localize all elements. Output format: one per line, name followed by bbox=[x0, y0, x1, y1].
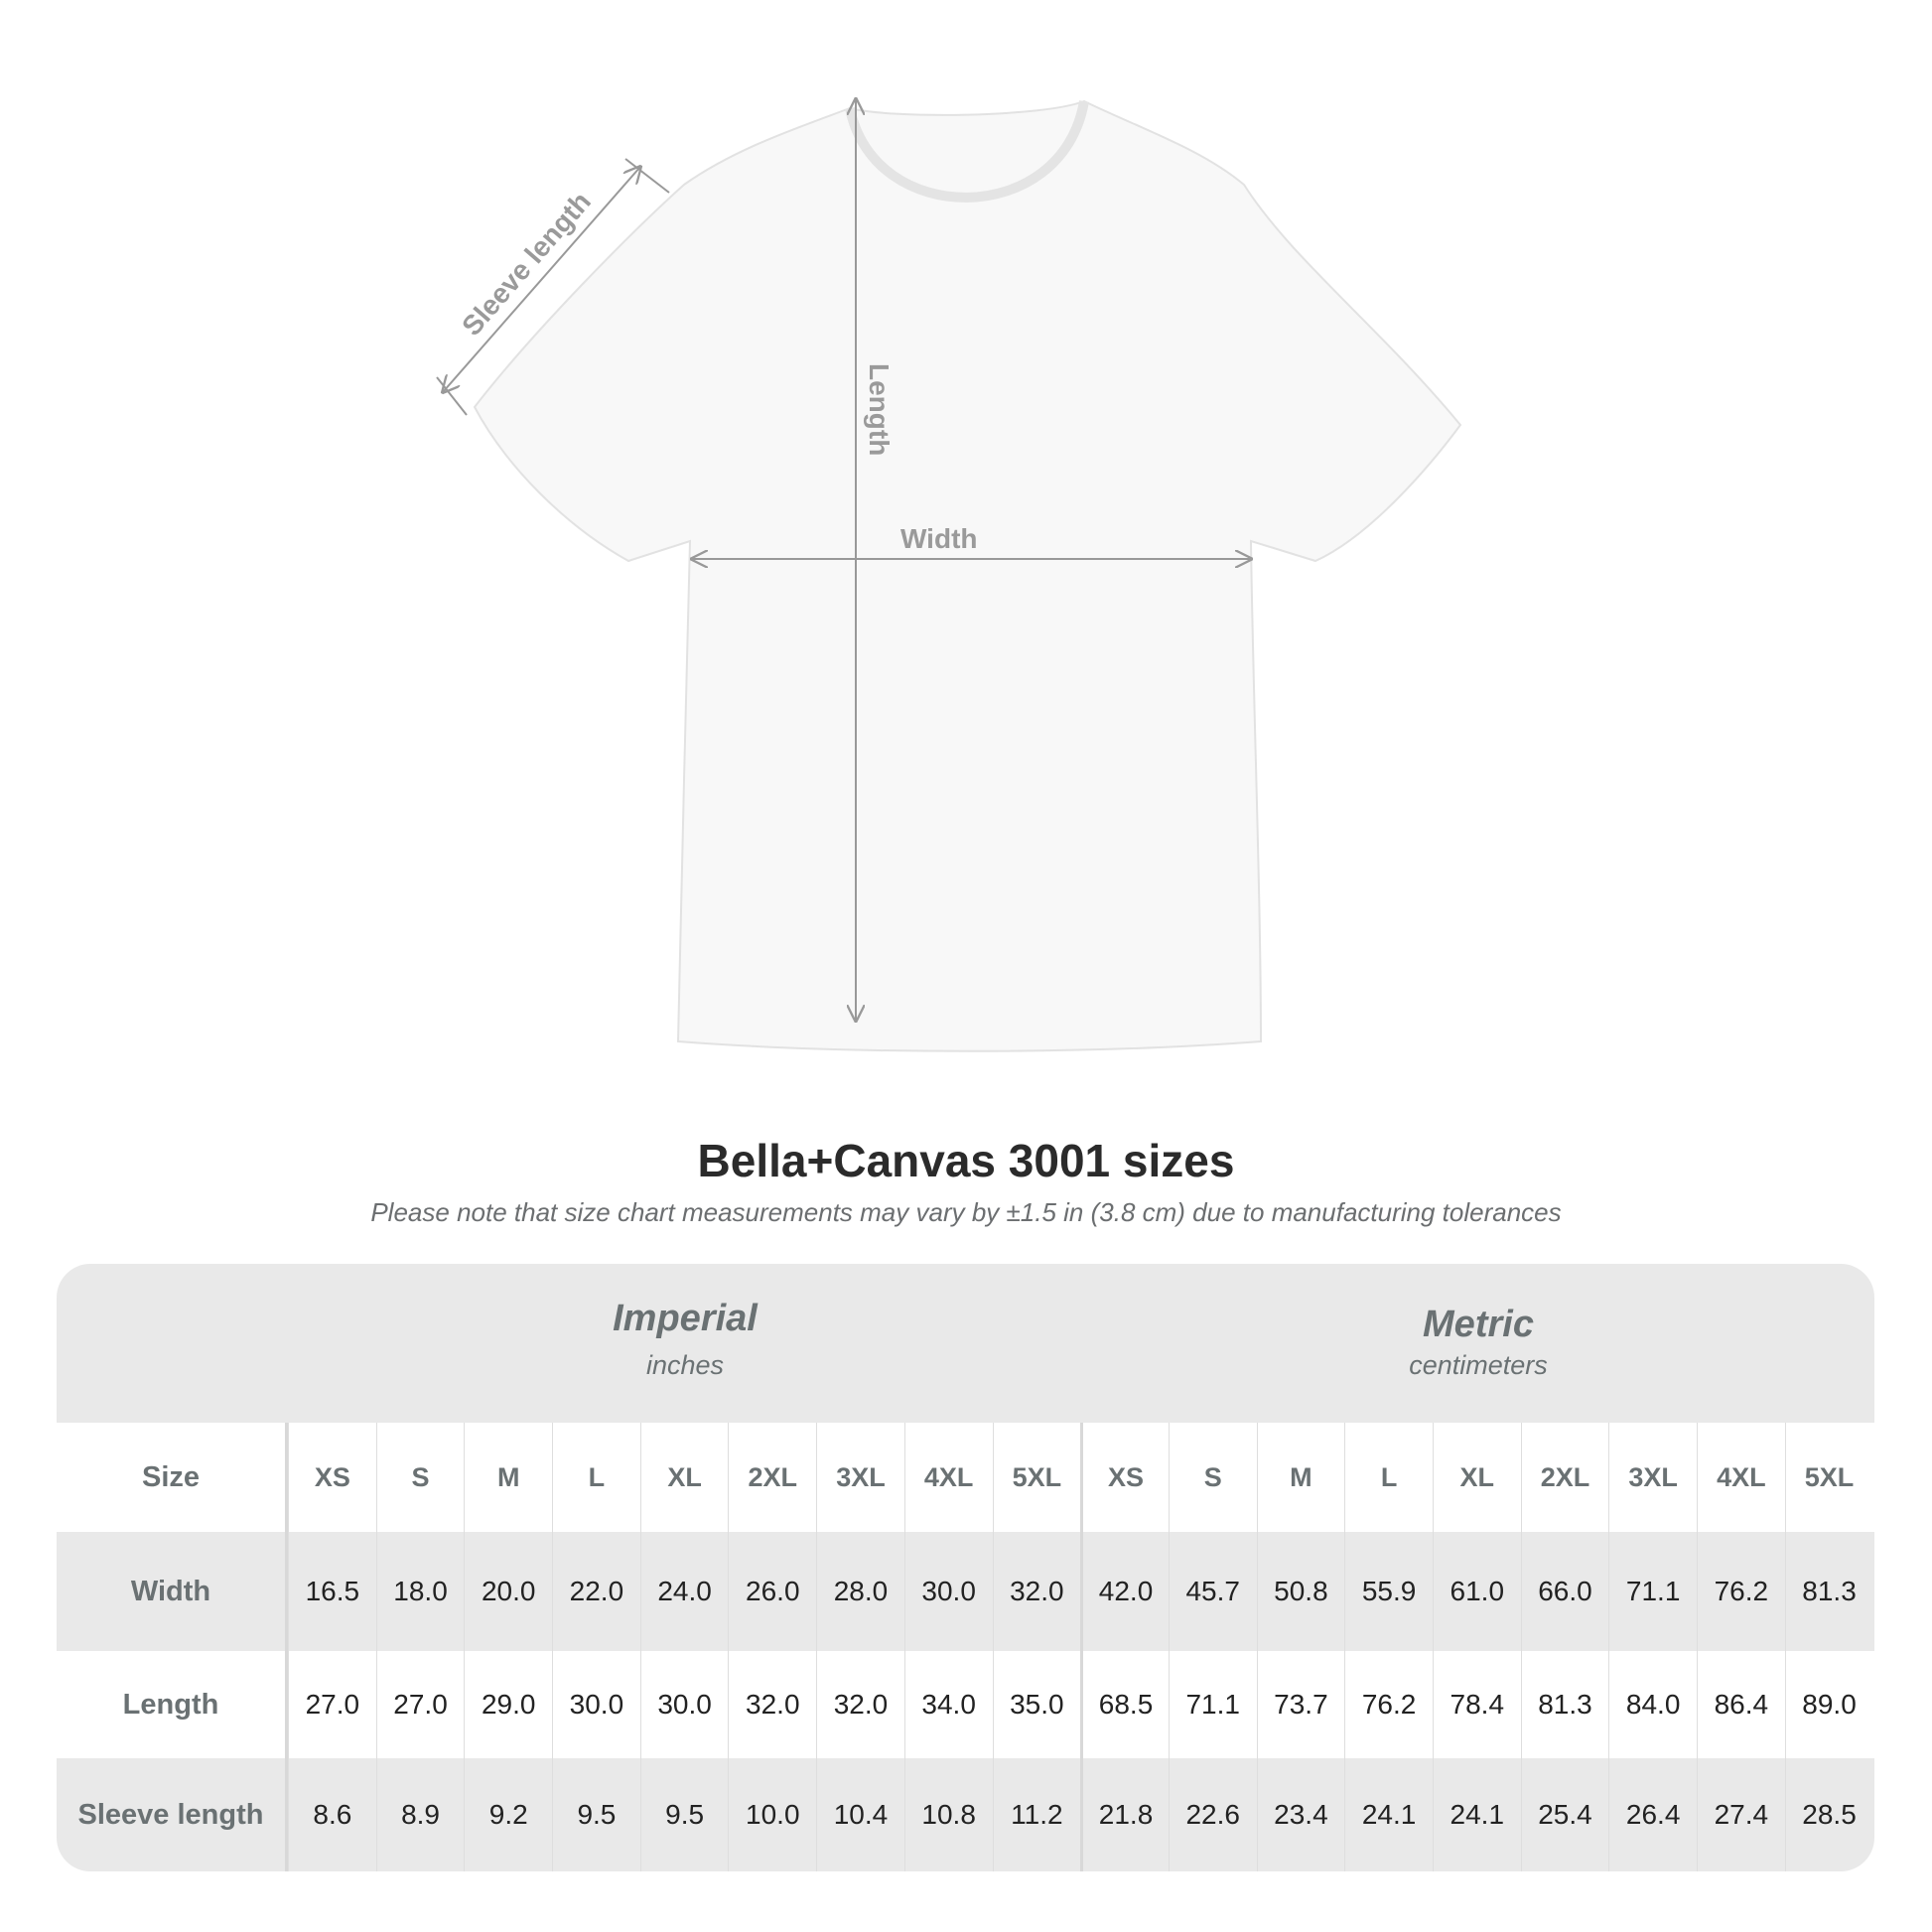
metric-header: Metric centimeters bbox=[1082, 1270, 1874, 1429]
imperial-size-l: L bbox=[552, 1423, 640, 1532]
metric-value-cell: 71.1 bbox=[1608, 1532, 1697, 1651]
metric-value-cell: 81.3 bbox=[1520, 1651, 1609, 1758]
imperial-value-cell: 22.0 bbox=[552, 1532, 640, 1651]
imperial-size-5xl: 5XL bbox=[992, 1423, 1081, 1532]
imperial-value-cell: 18.0 bbox=[375, 1532, 465, 1651]
imperial-value-cell: 29.0 bbox=[464, 1651, 552, 1758]
metric-value-cell: 89.0 bbox=[1784, 1651, 1873, 1758]
imperial-value-cell: 11.2 bbox=[992, 1758, 1081, 1871]
sleeve-tick bbox=[436, 376, 468, 416]
size-label: Size bbox=[57, 1423, 288, 1532]
metric-value-cell: 22.6 bbox=[1168, 1758, 1257, 1871]
imperial-size-xs: XS bbox=[288, 1423, 376, 1532]
metric-value-cell: 50.8 bbox=[1256, 1532, 1345, 1651]
header-band bbox=[57, 1264, 1874, 1423]
metric-unit: centimeters bbox=[1409, 1350, 1548, 1380]
tshirt-measurement-diagram: Sleeve length Length Width bbox=[436, 0, 1462, 1052]
metric-value-cell: 24.1 bbox=[1344, 1758, 1433, 1871]
collar bbox=[845, 100, 1089, 203]
row-label: Width bbox=[57, 1532, 288, 1651]
metric-value-cell: 26.4 bbox=[1608, 1758, 1697, 1871]
imperial-value-cell: 10.0 bbox=[728, 1758, 816, 1871]
imperial-value-cell: 16.5 bbox=[288, 1532, 376, 1651]
metric-value-cell: 28.5 bbox=[1784, 1758, 1873, 1871]
imperial-value-cell: 10.4 bbox=[816, 1758, 904, 1871]
imperial-value-cell: 30.0 bbox=[552, 1651, 640, 1758]
imperial-value-cell: 34.0 bbox=[903, 1651, 993, 1758]
metric-value-cell: 21.8 bbox=[1080, 1758, 1169, 1871]
metric-value-cell: 71.1 bbox=[1168, 1651, 1257, 1758]
imperial-value-cell: 32.0 bbox=[992, 1532, 1081, 1651]
metric-title: Metric bbox=[1423, 1304, 1534, 1345]
imperial-value-cell: 8.6 bbox=[288, 1758, 376, 1871]
metric-value-cell: 68.5 bbox=[1080, 1651, 1169, 1758]
imperial-value-cell: 32.0 bbox=[728, 1651, 816, 1758]
imperial-value-cell: 30.0 bbox=[903, 1532, 993, 1651]
size-table: Imperial inches Metric centimeters Size X… bbox=[57, 1264, 1874, 1871]
imperial-size-xl: XL bbox=[639, 1423, 729, 1532]
imperial-title: Imperial bbox=[613, 1298, 758, 1339]
imperial-size-2xl: 2XL bbox=[728, 1423, 816, 1532]
row-label: Sleeve length bbox=[57, 1758, 288, 1871]
imperial-unit: inches bbox=[645, 1350, 725, 1380]
imperial-value-cell: 8.9 bbox=[375, 1758, 465, 1871]
imperial-value-cell: 32.0 bbox=[816, 1651, 904, 1758]
imperial-value-cell: 9.2 bbox=[464, 1758, 552, 1871]
metric-size-xl: XL bbox=[1432, 1423, 1521, 1532]
sleeve-line bbox=[443, 167, 640, 392]
metric-value-cell: 86.4 bbox=[1697, 1651, 1785, 1758]
metric-value-cell: 24.1 bbox=[1432, 1758, 1521, 1871]
imperial-value-cell: 28.0 bbox=[816, 1532, 904, 1651]
imperial-value-cell: 20.0 bbox=[464, 1532, 552, 1651]
metric-value-cell: 81.3 bbox=[1784, 1532, 1873, 1651]
metric-size-5xl: 5XL bbox=[1784, 1423, 1873, 1532]
metric-value-cell: 76.2 bbox=[1344, 1651, 1433, 1758]
tshirt-image bbox=[473, 99, 1462, 1052]
width-label: Width bbox=[900, 523, 978, 554]
metric-size-3xl: 3XL bbox=[1608, 1423, 1697, 1532]
imperial-size-m: M bbox=[464, 1423, 552, 1532]
tolerance-note: Please note that size chart measurements… bbox=[370, 1197, 1562, 1227]
metric-size-xs: XS bbox=[1080, 1423, 1169, 1532]
imperial-value-cell: 9.5 bbox=[639, 1758, 729, 1871]
sleeve-tick bbox=[624, 158, 670, 194]
metric-size-m: M bbox=[1256, 1423, 1345, 1532]
metric-value-cell: 23.4 bbox=[1256, 1758, 1345, 1871]
metric-value-cell: 84.0 bbox=[1608, 1651, 1697, 1758]
imperial-value-cell: 10.8 bbox=[903, 1758, 993, 1871]
imperial-header: Imperial inches bbox=[288, 1264, 1082, 1423]
row-label: Length bbox=[57, 1651, 288, 1758]
metric-value-cell: 25.4 bbox=[1520, 1758, 1609, 1871]
metric-value-cell: 27.4 bbox=[1697, 1758, 1785, 1871]
metric-value-cell: 73.7 bbox=[1256, 1651, 1345, 1758]
imperial-size-3xl: 3XL bbox=[816, 1423, 904, 1532]
metric-size-l: L bbox=[1344, 1423, 1433, 1532]
metric-size-4xl: 4XL bbox=[1697, 1423, 1785, 1532]
imperial-value-cell: 24.0 bbox=[639, 1532, 729, 1651]
metric-size-2xl: 2XL bbox=[1520, 1423, 1609, 1532]
metric-value-cell: 55.9 bbox=[1344, 1532, 1433, 1651]
table-row: Width 16.5 18.0 20.0 22.0 24.0 26.0 28.0 30.0 32.… bbox=[57, 1532, 1874, 1651]
table-row: Sleeve length 8.6 8.9 9.2 9.5 9.5 10.0 10.4 10.8… bbox=[57, 1758, 1874, 1871]
length-label: Length bbox=[864, 363, 895, 456]
metric-value-cell: 45.7 bbox=[1168, 1532, 1257, 1651]
size-header-row: Size XS S M L XL 2XL 3XL 4XL 5XL XS S M L XL 2XL 3XL 4XL 5… bbox=[57, 1423, 1874, 1532]
metric-value-cell: 61.0 bbox=[1432, 1532, 1521, 1651]
metric-value-cell: 66.0 bbox=[1520, 1532, 1609, 1651]
imperial-value-cell: 9.5 bbox=[552, 1758, 640, 1871]
imperial-size-s: S bbox=[375, 1423, 465, 1532]
imperial-value-cell: 27.0 bbox=[375, 1651, 465, 1758]
metric-value-cell: 78.4 bbox=[1432, 1651, 1521, 1758]
imperial-value-cell: 26.0 bbox=[728, 1532, 816, 1651]
chart-title: Bella+Canvas 3001 sizes bbox=[697, 1135, 1235, 1186]
imperial-value-cell: 27.0 bbox=[288, 1651, 376, 1758]
imperial-size-4xl: 4XL bbox=[903, 1423, 993, 1532]
metric-value-cell: 76.2 bbox=[1697, 1532, 1785, 1651]
imperial-value-cell: 30.0 bbox=[639, 1651, 729, 1758]
metric-value-cell: 42.0 bbox=[1080, 1532, 1169, 1651]
metric-size-s: S bbox=[1168, 1423, 1257, 1532]
table-row: Length 27.0 27.0 29.0 30.0 30.0 32.0 32.0 34.0 35… bbox=[57, 1651, 1874, 1758]
imperial-value-cell: 35.0 bbox=[992, 1651, 1081, 1758]
